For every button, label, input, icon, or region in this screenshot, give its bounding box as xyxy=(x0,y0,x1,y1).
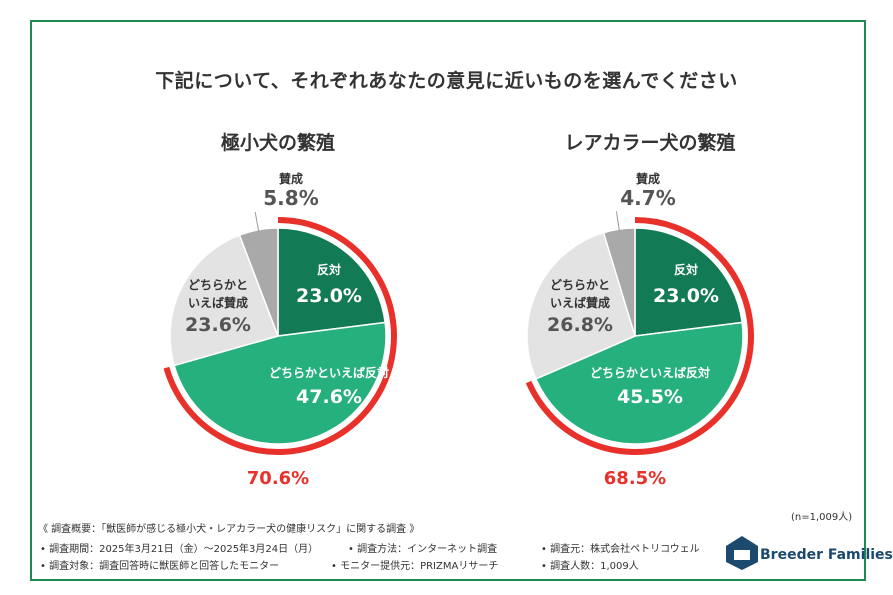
pie-1-slice-3-value: 4.7% xyxy=(620,186,675,210)
footer-period: • 調査期間：2025年3月21日（金）〜2025年3月24日（月） xyxy=(40,544,319,555)
pie-1-slice-2 xyxy=(526,231,636,380)
pie-1-slice-1-value: 45.5% xyxy=(617,386,683,408)
pie-0-highlight-arc xyxy=(163,217,397,455)
pie-1-slice-2-label-line1: どちらかと xyxy=(550,278,610,292)
pie-1-highlight-total: 68.5% xyxy=(604,468,666,489)
pie-0-slice-2-value: 23.6% xyxy=(185,314,251,336)
pie-0-slice-0-value: 23.0% xyxy=(296,285,362,307)
pie-0-slice-2-label-line2: いえば賛成 xyxy=(188,295,248,310)
pie-0-slice-0 xyxy=(277,227,386,337)
pie-0-slice-1 xyxy=(173,321,387,445)
pie-0-slice-0-label: 反対 xyxy=(317,262,341,277)
pie-0-highlight-total: 70.6% xyxy=(247,468,309,489)
footer-summary: 《 調査概要：「獣医師が感じる極小犬・レアカラー犬の健康リスク」に関する調査 》 xyxy=(38,524,420,535)
pie-1-slice-2-label-line2: いえば賛成 xyxy=(550,295,610,310)
pie-1-slice-0-value: 23.0% xyxy=(653,285,719,307)
pie-1-slice-0-label: 反対 xyxy=(674,262,698,277)
pie-1-slice-1 xyxy=(534,321,744,445)
footer-source: • 調査元：株式会社ペトリコウェル xyxy=(541,544,700,555)
pie-1-slice-0 xyxy=(634,227,743,337)
pie-0-slice-3-label: 賛成 xyxy=(279,171,303,186)
logo-text: Breeder Families xyxy=(760,547,893,563)
sample-size: (n=1,009人) xyxy=(791,512,853,523)
pie-1-sansei-leader xyxy=(615,211,620,232)
chart-title-left: 極小犬の繁殖 xyxy=(220,132,335,154)
pie-0-slice-3-value: 5.8% xyxy=(263,186,318,210)
pie-0-slice-2-label-line1: どちらかと xyxy=(188,278,248,292)
breeder-families-logo-icon xyxy=(726,536,758,570)
footer-target: • 調査対象：調査回答時に獣医師と回答したモニター xyxy=(40,561,280,572)
pie-0-slice-1-value: 47.6% xyxy=(296,386,362,408)
main-title: 下記について、それぞれあなたの意見に近いものを選んでください xyxy=(155,70,738,92)
footer-count: • 調査人数：1,009人 xyxy=(541,561,639,572)
pie-1-slice-2-value: 26.8% xyxy=(547,314,613,336)
pie-0-slice-1-label: どちらかといえば反対 xyxy=(269,365,389,380)
pie-1-slice-3-label: 賛成 xyxy=(636,171,660,186)
footer-method: • 調査方法：インターネット調査 xyxy=(348,544,498,555)
chart-title-right: レアカラー犬の繁殖 xyxy=(564,132,736,154)
pie-1-highlight-arc xyxy=(525,217,754,455)
pie-1-slice-1-label: どちらかといえば反対 xyxy=(590,365,710,380)
chart-frame xyxy=(30,20,866,581)
pie-0-slice-2 xyxy=(169,234,279,367)
pie-0-sansei-leader xyxy=(254,211,260,232)
footer-provider: • モニター提供元：PRIZMAリサーチ xyxy=(331,561,499,572)
